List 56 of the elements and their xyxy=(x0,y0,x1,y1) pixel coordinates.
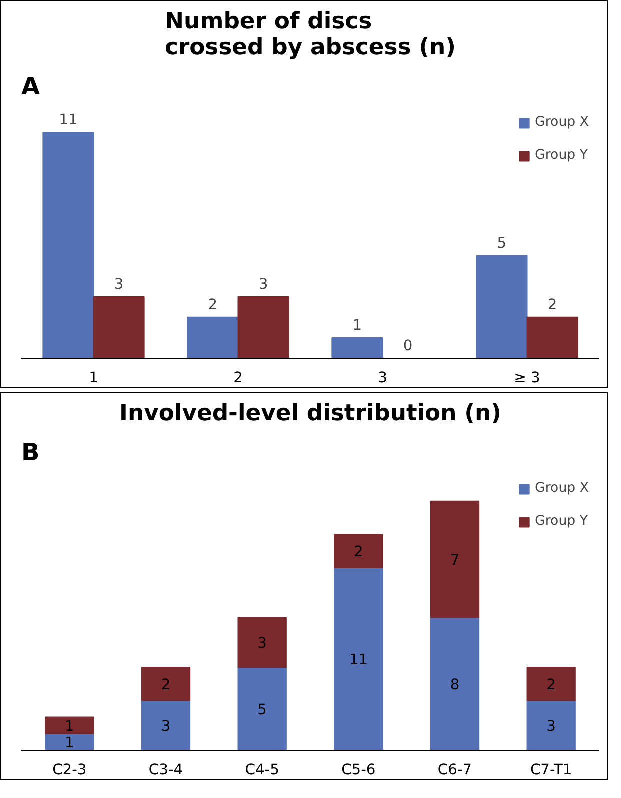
bar xyxy=(238,617,287,668)
data-label: 0 xyxy=(403,338,413,354)
bar xyxy=(526,666,576,702)
chart-title: Number of discs crossed by abscess (n) xyxy=(165,8,456,60)
x-tick-label: C3-4 xyxy=(148,762,184,778)
x-tick-label: 3 xyxy=(378,370,388,386)
x-tick-label: C6-7 xyxy=(438,762,472,778)
x-tick-label: 2 xyxy=(234,370,243,386)
text: B xyxy=(22,438,40,466)
data-label: 7 xyxy=(450,552,460,570)
data-label: 2 xyxy=(548,296,558,314)
data-label: 2 xyxy=(208,296,218,314)
legend-label: Group X xyxy=(535,115,589,130)
x-tick-label: C2-3 xyxy=(52,762,87,778)
x-tick-label: ≥ 3 xyxy=(514,370,540,386)
bar xyxy=(45,716,94,734)
bar xyxy=(238,666,287,750)
bar xyxy=(93,296,145,358)
data-label: 3 xyxy=(114,276,124,293)
data-label: 5 xyxy=(497,234,507,252)
data-label: 1 xyxy=(65,718,74,736)
data-label: 1 xyxy=(352,316,362,334)
bar xyxy=(430,500,480,618)
text: A xyxy=(22,72,40,100)
legend-label: Group Y xyxy=(535,148,588,163)
data-label: 2 xyxy=(161,676,171,694)
bar xyxy=(42,132,94,358)
data-label: 11 xyxy=(59,112,78,129)
x-tick-label: C7-T1 xyxy=(530,762,572,778)
bar xyxy=(334,534,384,568)
x-tick-label: C4-5 xyxy=(245,762,280,778)
bar xyxy=(187,316,239,358)
bar xyxy=(141,700,191,750)
data-label: 3 xyxy=(161,718,171,736)
data-label: 3 xyxy=(546,718,556,736)
bar xyxy=(141,666,191,702)
bar xyxy=(526,316,578,358)
bar xyxy=(238,296,290,358)
chart-title: Involved-level distribution (n) xyxy=(120,400,502,426)
bar xyxy=(334,567,384,750)
data-label: 3 xyxy=(258,635,267,652)
x-tick-label: 1 xyxy=(89,370,98,386)
x-tick-label: C5-6 xyxy=(342,762,376,778)
legend-label: Group X xyxy=(535,481,589,496)
bar xyxy=(430,617,480,750)
legend-label: Group Y xyxy=(535,514,588,529)
data-label: 2 xyxy=(354,544,364,561)
data-label: 1 xyxy=(65,734,74,752)
data-label: 11 xyxy=(349,652,368,669)
data-label: 3 xyxy=(258,276,268,293)
data-label: 5 xyxy=(258,701,267,718)
data-label: 2 xyxy=(546,676,556,694)
data-label: 8 xyxy=(450,676,460,694)
bar xyxy=(476,255,528,358)
bar xyxy=(332,337,384,358)
bar xyxy=(526,700,576,750)
